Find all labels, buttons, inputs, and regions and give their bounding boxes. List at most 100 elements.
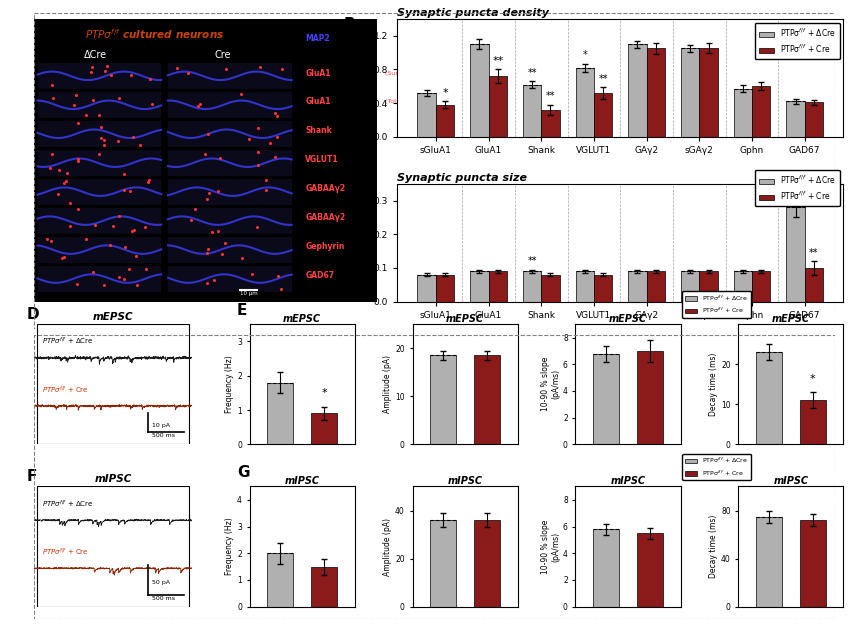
Bar xyxy=(647,271,665,301)
Bar xyxy=(699,49,717,137)
Text: **: ** xyxy=(546,92,556,101)
Y-axis label: 10-90 % slope
(pA/ms): 10-90 % slope (pA/ms) xyxy=(541,357,560,411)
Text: **: ** xyxy=(809,248,819,258)
Y-axis label: Decay time (ms): Decay time (ms) xyxy=(709,515,718,578)
FancyBboxPatch shape xyxy=(168,92,291,118)
Bar xyxy=(523,85,541,137)
Text: $PTPσ^{f/f}$ cultured neurons: $PTPσ^{f/f}$ cultured neurons xyxy=(84,27,224,41)
Text: GAD67: GAD67 xyxy=(305,271,335,280)
Bar xyxy=(752,271,770,301)
Bar xyxy=(417,93,436,137)
Bar xyxy=(523,271,541,301)
Bar xyxy=(636,351,663,444)
Text: ΔCre: ΔCre xyxy=(84,50,107,60)
Bar xyxy=(311,567,337,607)
Text: 10 μm: 10 μm xyxy=(240,291,258,296)
FancyBboxPatch shape xyxy=(168,207,291,234)
Text: GABAAγ2: GABAAγ2 xyxy=(305,214,345,222)
Text: 500 ms: 500 ms xyxy=(152,433,175,438)
Bar xyxy=(575,271,594,301)
Y-axis label: 10-90 % slope
(pA/ms): 10-90 % slope (pA/ms) xyxy=(541,520,560,574)
Bar xyxy=(636,533,663,607)
Text: GABAAγ2: GABAAγ2 xyxy=(305,185,345,193)
Bar xyxy=(734,88,752,137)
Y-axis label: Frequency (Hz): Frequency (Hz) xyxy=(225,518,234,576)
Bar xyxy=(311,413,337,444)
FancyBboxPatch shape xyxy=(37,63,161,89)
Y-axis label: Amplitude (pA): Amplitude (pA) xyxy=(383,355,393,413)
FancyBboxPatch shape xyxy=(168,63,291,89)
Text: *: * xyxy=(321,388,327,398)
Text: (Total): (Total) xyxy=(383,99,404,104)
Bar xyxy=(628,271,647,301)
Bar xyxy=(752,86,770,137)
Y-axis label: Frequency (Hz): Frequency (Hz) xyxy=(225,355,234,413)
Bar xyxy=(267,553,293,607)
Bar xyxy=(805,102,823,137)
Text: F: F xyxy=(26,469,37,484)
Bar xyxy=(267,382,293,444)
FancyBboxPatch shape xyxy=(37,150,161,176)
Bar xyxy=(488,271,507,301)
FancyBboxPatch shape xyxy=(37,121,161,147)
Text: mEPSC: mEPSC xyxy=(93,312,133,322)
Text: 500 ms: 500 ms xyxy=(152,595,175,600)
Bar xyxy=(681,49,699,137)
Text: (Surf.): (Surf.) xyxy=(383,71,404,75)
Text: Synaptic puncta density: Synaptic puncta density xyxy=(397,8,550,18)
FancyBboxPatch shape xyxy=(37,265,161,291)
Legend: PTPσ$^{f/f}$ + ΔCre, PTPσ$^{f/f}$ + Cre: PTPσ$^{f/f}$ + ΔCre, PTPσ$^{f/f}$ + Cre xyxy=(682,291,751,318)
Text: **: ** xyxy=(598,74,608,83)
Bar xyxy=(756,352,782,444)
FancyBboxPatch shape xyxy=(168,179,291,205)
Text: *: * xyxy=(810,374,815,384)
Title: mEPSC: mEPSC xyxy=(446,314,484,324)
Text: $PTPσ^{f/f}$ + Cre: $PTPσ^{f/f}$ + Cre xyxy=(42,547,89,558)
Bar xyxy=(800,520,826,607)
Bar xyxy=(541,275,560,301)
Bar xyxy=(474,355,500,444)
Bar xyxy=(417,275,436,301)
Title: mEPSC: mEPSC xyxy=(283,314,321,324)
Y-axis label: Synapses/μm Dendrite: Synapses/μm Dendrite xyxy=(360,27,368,130)
Bar xyxy=(594,93,613,137)
Bar xyxy=(699,271,717,301)
FancyBboxPatch shape xyxy=(168,236,291,263)
Title: mIPSC: mIPSC xyxy=(611,477,646,487)
Text: (Total): (Total) xyxy=(413,216,435,221)
Text: Shank: Shank xyxy=(305,126,332,135)
Title: mIPSC: mIPSC xyxy=(447,477,482,487)
Bar xyxy=(647,49,665,137)
Text: (Surf.): (Surf.) xyxy=(413,186,435,191)
Text: mIPSC: mIPSC xyxy=(95,474,131,484)
FancyBboxPatch shape xyxy=(37,207,161,234)
Bar xyxy=(593,529,619,607)
Bar xyxy=(474,520,500,607)
Bar xyxy=(594,275,613,301)
Text: *: * xyxy=(442,88,448,98)
Bar xyxy=(756,516,782,607)
Title: mIPSC: mIPSC xyxy=(285,477,320,487)
Text: C: C xyxy=(343,176,354,191)
Y-axis label: Area (μm²): Area (μm²) xyxy=(360,218,368,267)
Bar xyxy=(681,271,699,301)
Title: mEPSC: mEPSC xyxy=(772,314,810,324)
Text: **: ** xyxy=(527,256,537,266)
Text: Cre: Cre xyxy=(215,50,231,60)
Text: GluA1: GluA1 xyxy=(305,97,331,106)
FancyBboxPatch shape xyxy=(168,121,291,147)
Text: B: B xyxy=(343,16,355,32)
Bar xyxy=(800,400,826,444)
Text: **: ** xyxy=(492,56,504,66)
Legend: PTPσ$^{f/f}$ + ΔCre, PTPσ$^{f/f}$ + Cre: PTPσ$^{f/f}$ + ΔCre, PTPσ$^{f/f}$ + Cre xyxy=(755,23,840,59)
Bar xyxy=(734,271,752,301)
Title: mEPSC: mEPSC xyxy=(609,314,647,324)
Bar xyxy=(430,355,457,444)
Bar xyxy=(470,44,488,137)
Text: G: G xyxy=(237,465,250,480)
FancyBboxPatch shape xyxy=(37,236,161,263)
Text: E: E xyxy=(237,303,247,317)
Bar xyxy=(436,105,454,137)
Y-axis label: Decay time (ms): Decay time (ms) xyxy=(710,353,718,416)
Text: GluA1: GluA1 xyxy=(305,68,331,78)
